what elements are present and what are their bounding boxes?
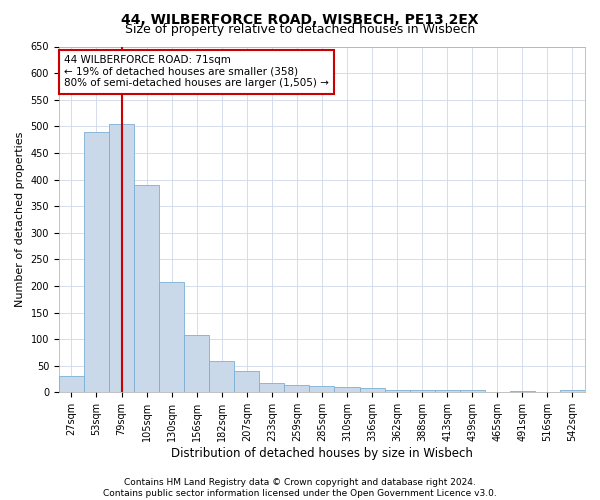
Bar [84, 132, 109, 392]
Bar [59, 376, 84, 392]
Bar [334, 387, 359, 392]
Bar [234, 371, 259, 392]
Bar [359, 388, 385, 392]
Bar [410, 390, 434, 392]
Bar [385, 390, 410, 392]
Bar [209, 362, 234, 392]
Bar [310, 386, 334, 392]
Bar [159, 282, 184, 393]
X-axis label: Distribution of detached houses by size in Wisbech: Distribution of detached houses by size … [171, 447, 473, 460]
Text: 44, WILBERFORCE ROAD, WISBECH, PE13 2EX: 44, WILBERFORCE ROAD, WISBECH, PE13 2EX [121, 12, 479, 26]
Bar [510, 391, 535, 392]
Bar [434, 390, 460, 392]
Bar [259, 383, 284, 392]
Y-axis label: Number of detached properties: Number of detached properties [15, 132, 25, 307]
Bar [109, 124, 134, 392]
Bar [560, 390, 585, 392]
Text: Contains HM Land Registry data © Crown copyright and database right 2024.
Contai: Contains HM Land Registry data © Crown c… [103, 478, 497, 498]
Bar [134, 185, 159, 392]
Bar [184, 336, 209, 392]
Bar [284, 385, 310, 392]
Text: Size of property relative to detached houses in Wisbech: Size of property relative to detached ho… [125, 22, 475, 36]
Text: 44 WILBERFORCE ROAD: 71sqm
← 19% of detached houses are smaller (358)
80% of sem: 44 WILBERFORCE ROAD: 71sqm ← 19% of deta… [64, 55, 329, 88]
Bar [460, 390, 485, 392]
